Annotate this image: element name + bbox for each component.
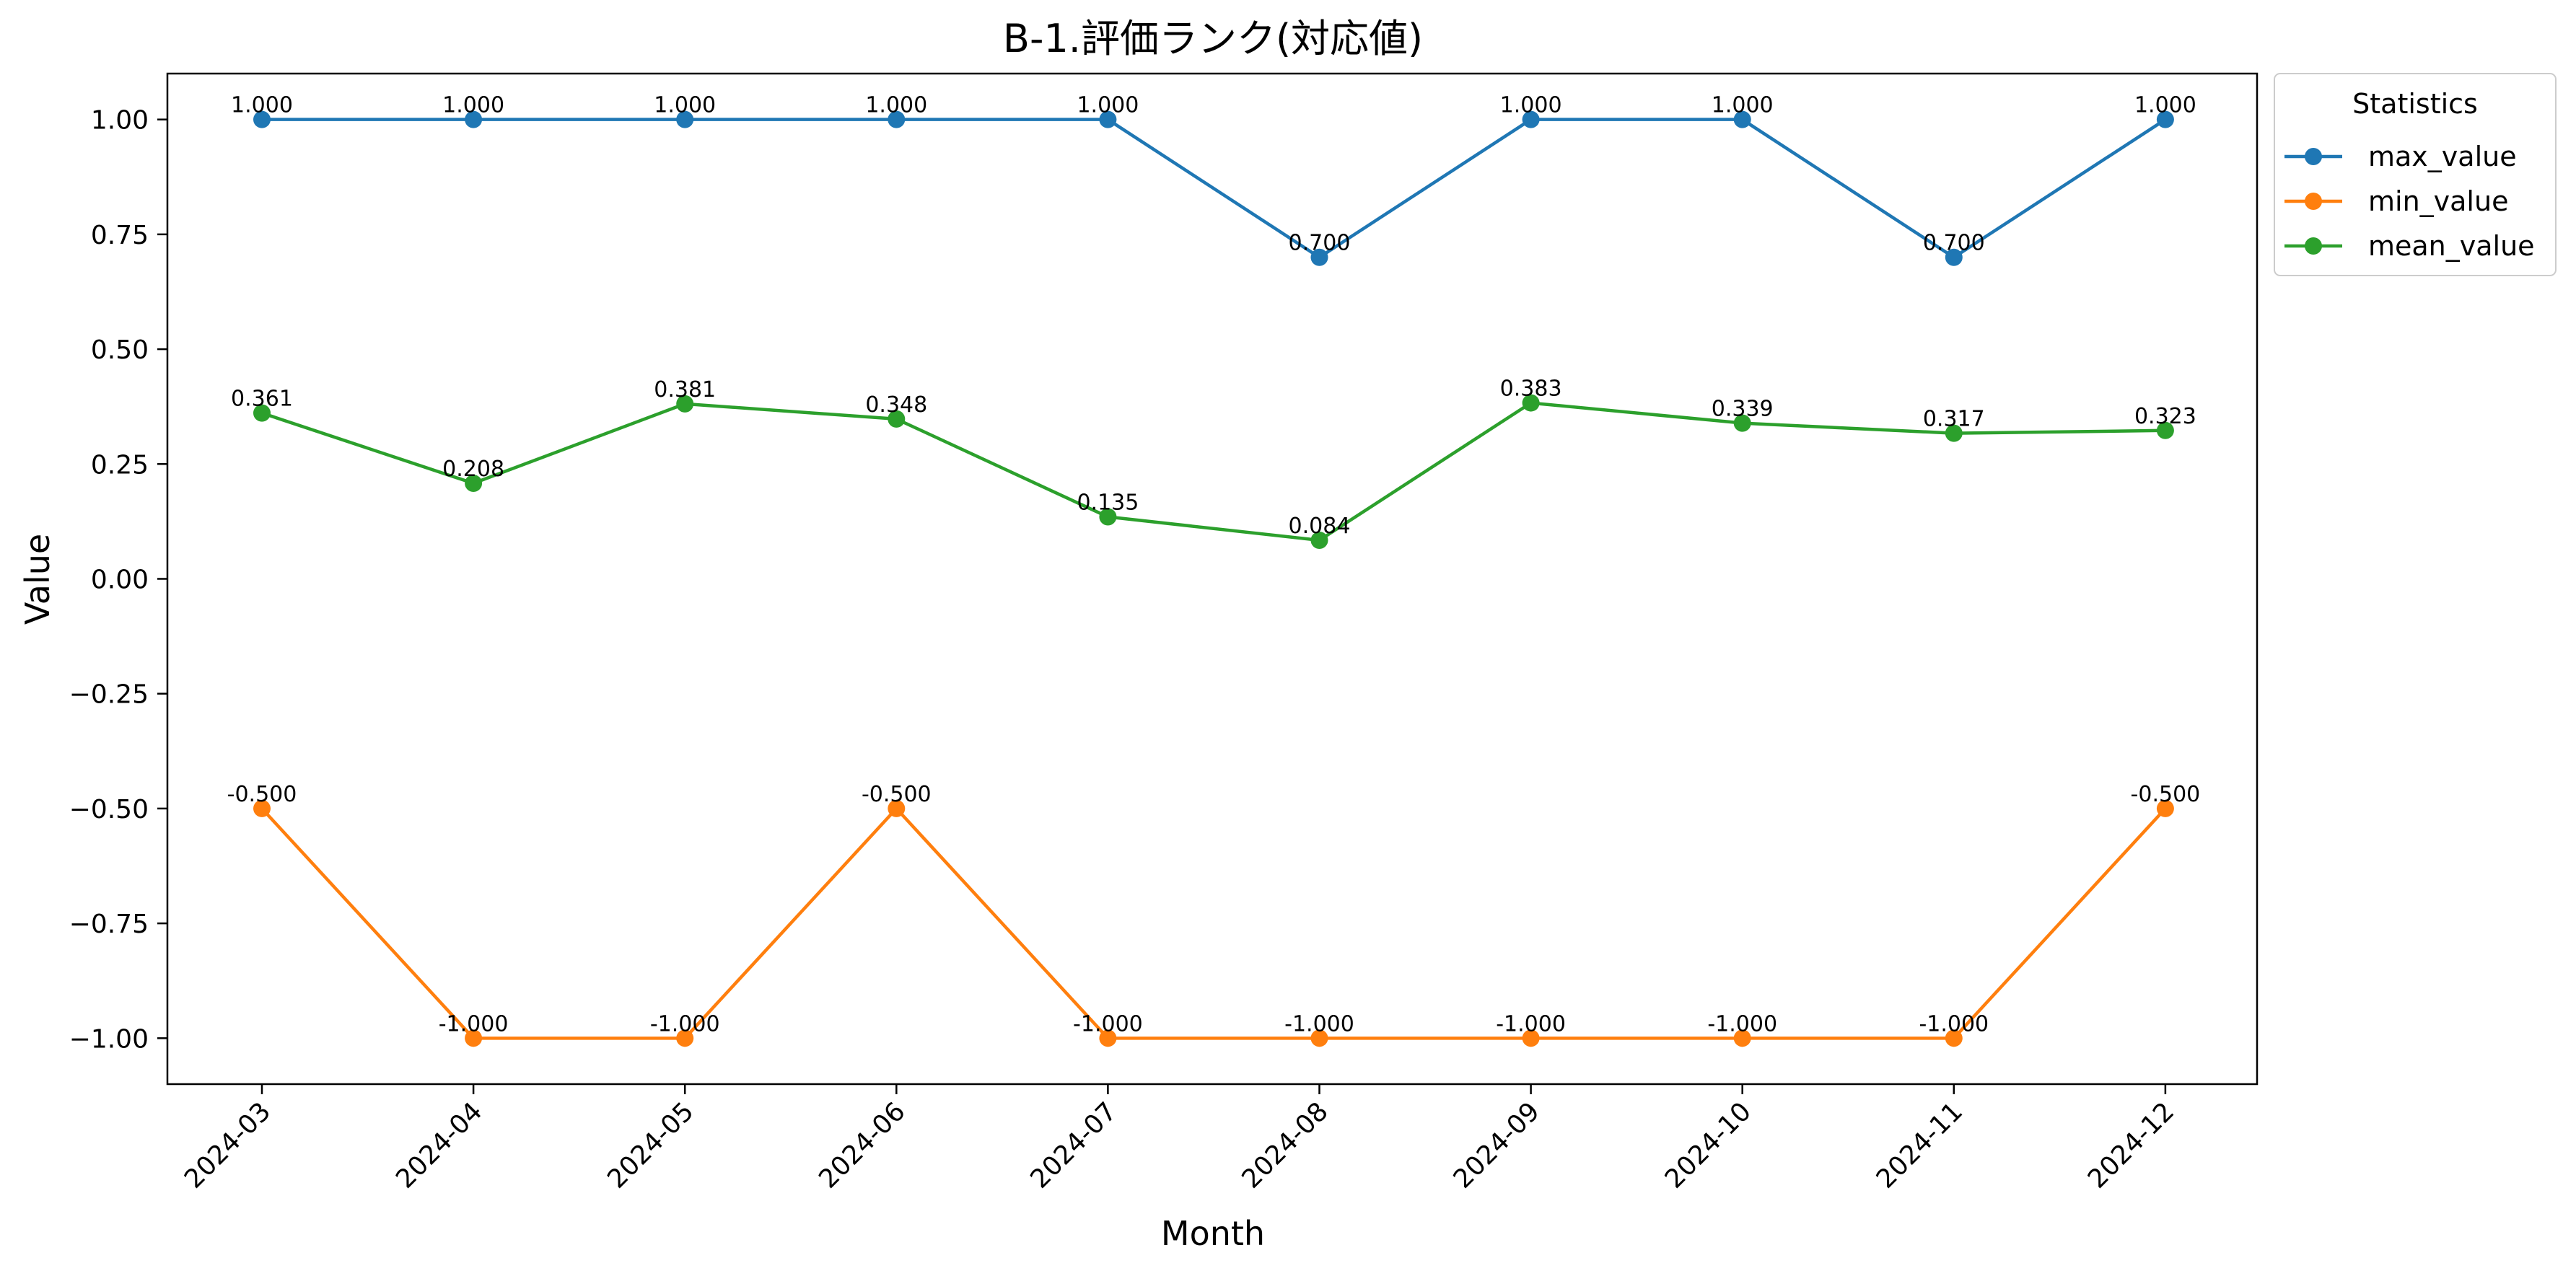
data-point-max_value — [1522, 110, 1540, 128]
legend-entry-max_value: max_value — [2368, 141, 2517, 172]
data-point-mean_value — [253, 404, 271, 422]
series-line-mean_value — [261, 401, 2165, 542]
data-point-mean_value — [888, 410, 906, 428]
data-label-mean_value: 0.135 — [1077, 490, 1139, 516]
series-line-max_value — [262, 118, 2167, 259]
legend-swatch-marker — [2305, 237, 2322, 255]
x-tick-label: 2024-04 — [390, 1096, 488, 1194]
data-label-max_value: 1.000 — [654, 93, 716, 118]
data-label-max_value: 1.000 — [1712, 93, 1774, 118]
data-label-min_value: -1.000 — [1073, 1011, 1143, 1037]
legend-entry-mean_value: mean_value — [2368, 230, 2535, 262]
x-tick-label: 2024-11 — [1871, 1096, 1968, 1194]
data-label-min_value: -1.000 — [650, 1011, 720, 1037]
y-tick-label: 0.75 — [91, 221, 149, 250]
data-point-min_value — [253, 799, 271, 817]
x-tick-label: 2024-09 — [1448, 1096, 1546, 1194]
data-label-max_value: 1.000 — [231, 93, 293, 118]
data-label-max_value: 0.700 — [1289, 231, 1351, 256]
chart-title: B-1.評価ランク(対応値) — [1003, 16, 1423, 61]
data-label-min_value: -0.500 — [2131, 782, 2201, 807]
x-tick-label: 2024-12 — [2082, 1096, 2180, 1194]
y-tick-label: 0.25 — [91, 450, 149, 480]
data-label-max_value: 1.000 — [442, 93, 504, 118]
data-point-max_value — [253, 110, 271, 128]
data-label-max_value: 1.000 — [1500, 93, 1562, 118]
data-point-max_value — [1945, 248, 1963, 266]
x-tick-label: 2024-10 — [1660, 1096, 1757, 1194]
y-tick-label: −0.50 — [69, 795, 149, 824]
data-point-max_value — [676, 110, 694, 128]
data-point-max_value — [1733, 110, 1751, 128]
data-label-max_value: 1.000 — [1077, 93, 1139, 118]
data-label-mean_value: 0.383 — [1500, 377, 1562, 402]
data-label-mean_value: 0.348 — [865, 392, 927, 418]
legend-entry-min_value: min_value — [2368, 185, 2508, 217]
data-label-max_value: 1.000 — [2134, 93, 2196, 118]
legend-swatch-marker — [2305, 148, 2322, 165]
data-point-min_value — [1099, 1029, 1117, 1047]
data-label-mean_value: 0.339 — [1712, 397, 1774, 422]
data-point-max_value — [1310, 248, 1328, 266]
data-point-mean_value — [1733, 414, 1751, 432]
data-label-min_value: -0.500 — [862, 782, 932, 807]
data-label-max_value: 1.000 — [865, 93, 927, 118]
y-tick-label: 1.00 — [91, 106, 149, 136]
legend-swatch-marker — [2305, 193, 2322, 210]
data-label-mean_value: 0.323 — [2134, 404, 2196, 429]
data-label-mean_value: 0.361 — [231, 387, 293, 412]
data-point-min_value — [1733, 1029, 1751, 1047]
plot-area: 1.00 0.75 0.50 0.25 0.00 −0.25 −0.50 −0.75 −1.00… — [69, 72, 2259, 1194]
data-point-min_value — [1522, 1029, 1540, 1047]
data-point-mean_value — [1522, 394, 1540, 412]
series-line-min_value — [260, 806, 2167, 1040]
y-tick-label: 0.50 — [91, 335, 149, 365]
x-tick-label: 2024-07 — [1025, 1096, 1122, 1194]
data-point-min_value — [2156, 799, 2174, 817]
legend-title: Statistics — [2352, 88, 2478, 120]
data-point-mean_value — [1310, 532, 1328, 550]
plot-frame — [166, 72, 2259, 1086]
y-tick-label: −0.75 — [69, 910, 149, 939]
data-label-mean_value: 0.084 — [1289, 514, 1351, 539]
y-axis-title: Value — [18, 534, 57, 625]
data-label-max_value: 0.700 — [1923, 231, 1985, 256]
x-axis-title: Month — [1161, 1214, 1265, 1253]
x-tick-label: 2024-03 — [179, 1096, 276, 1194]
data-point-min_value — [465, 1029, 483, 1047]
data-point-mean_value — [2156, 421, 2174, 439]
data-label-min_value: -0.500 — [227, 782, 297, 807]
y-tick-label: −1.00 — [69, 1024, 149, 1054]
data-point-min_value — [888, 799, 906, 817]
y-tick-label: 0.00 — [91, 566, 149, 595]
data-label-min_value: -1.000 — [1707, 1011, 1777, 1037]
data-point-max_value — [1099, 110, 1117, 128]
x-tick-label: 2024-08 — [1237, 1096, 1334, 1194]
data-label-mean_value: 0.208 — [442, 457, 504, 482]
data-point-mean_value — [1099, 508, 1117, 526]
data-point-mean_value — [1945, 424, 1963, 442]
data-label-mean_value: 0.317 — [1923, 407, 1985, 432]
data-point-max_value — [2156, 110, 2174, 128]
data-point-mean_value — [465, 475, 483, 493]
data-label-mean_value: 0.381 — [654, 377, 716, 402]
data-point-max_value — [465, 110, 483, 128]
x-tick-label: 2024-06 — [813, 1096, 911, 1194]
x-tick-label: 2024-05 — [602, 1096, 699, 1194]
y-tick-label: −0.25 — [69, 680, 149, 710]
data-point-min_value — [1310, 1029, 1328, 1047]
legend-box — [2274, 73, 2557, 276]
data-point-mean_value — [676, 395, 694, 413]
data-label-min_value: -1.000 — [1496, 1011, 1566, 1037]
data-point-max_value — [888, 110, 906, 128]
data-point-min_value — [676, 1029, 694, 1047]
data-label-min_value: -1.000 — [1919, 1011, 1989, 1037]
data-label-min_value: -1.000 — [1284, 1011, 1354, 1037]
data-label-min_value: -1.000 — [439, 1011, 509, 1037]
legend: Statistics max_value min_value mean_value — [2274, 73, 2557, 276]
data-point-min_value — [1945, 1029, 1963, 1047]
